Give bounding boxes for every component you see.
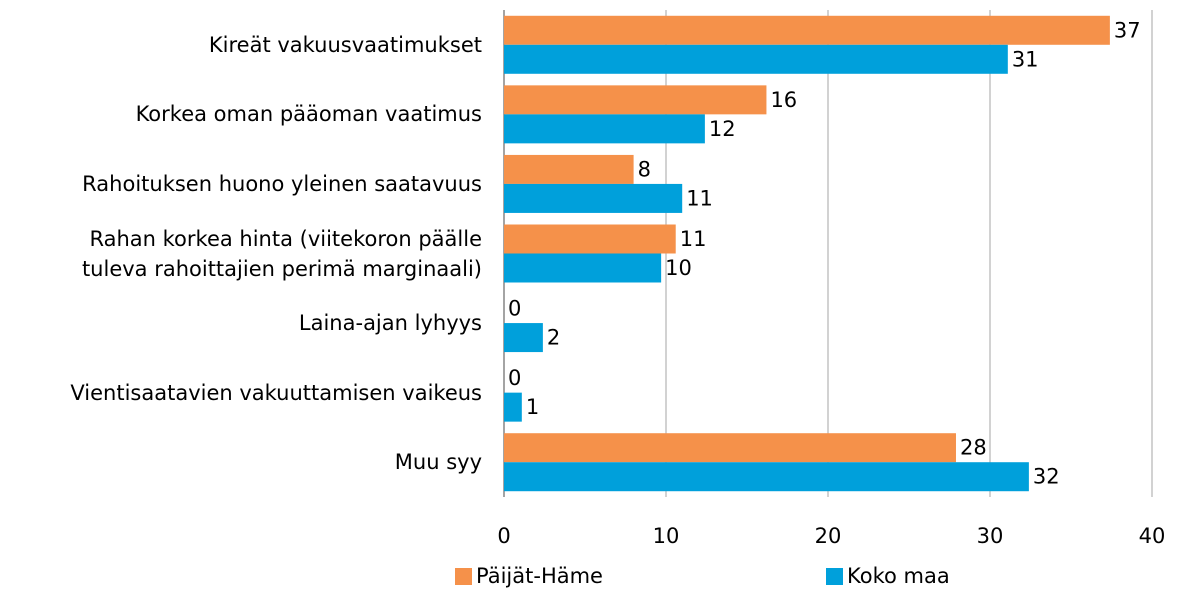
bar (504, 224, 676, 254)
x-tick-label: 20 (815, 524, 842, 548)
value-label: 1 (526, 395, 539, 419)
legend-label: Päijät-Häme (476, 564, 603, 588)
value-label: 2 (547, 326, 560, 350)
value-label: 12 (709, 117, 736, 141)
value-label: 8 (638, 157, 651, 181)
bar (504, 15, 1110, 45)
y-tick-label: Muu syy (394, 450, 482, 475)
x-tick-label: 10 (653, 524, 680, 548)
y-tick-label: Laina-ajan lyhyys (298, 311, 482, 336)
bar (504, 253, 662, 283)
value-label: 37 (1114, 18, 1141, 42)
value-label: 0 (508, 297, 521, 321)
bar (504, 433, 956, 463)
legend-label: Koko maa (847, 564, 950, 588)
legend-swatch (826, 568, 843, 585)
y-tick-label: Rahoituksen huono yleinen saatavuus (82, 171, 482, 196)
value-label: 0 (508, 366, 521, 390)
value-label: 11 (686, 186, 713, 210)
bar (504, 462, 1029, 492)
bar (504, 154, 634, 184)
x-tick-label: 30 (977, 524, 1004, 548)
x-tick-label: 40 (1139, 524, 1166, 548)
bar (504, 183, 683, 213)
value-label: 32 (1033, 465, 1060, 489)
bar (504, 44, 1008, 74)
value-label: 31 (1012, 47, 1039, 71)
y-tick-label: Vientisaatavien vakuuttamisen vaikeus (70, 380, 482, 405)
value-label: 28 (960, 436, 987, 460)
bar (504, 323, 543, 353)
x-tick-label: 0 (497, 524, 510, 548)
value-label: 16 (770, 88, 797, 112)
value-label: 10 (665, 256, 692, 280)
bar (504, 85, 767, 115)
legend-swatch (455, 568, 472, 585)
bar (504, 114, 705, 144)
value-label: 11 (680, 227, 707, 251)
bar (504, 392, 522, 422)
y-tick-label: Rahan korkea hinta (viitekoron päälle tu… (81, 226, 482, 281)
y-tick-label: Korkea oman pääoman vaatimus (135, 102, 482, 127)
y-tick-label: Kireät vakuusvaatimukset (208, 32, 482, 57)
